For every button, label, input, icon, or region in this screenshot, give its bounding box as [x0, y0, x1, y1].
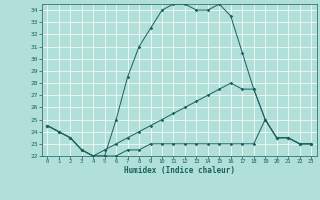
X-axis label: Humidex (Indice chaleur): Humidex (Indice chaleur): [124, 166, 235, 175]
